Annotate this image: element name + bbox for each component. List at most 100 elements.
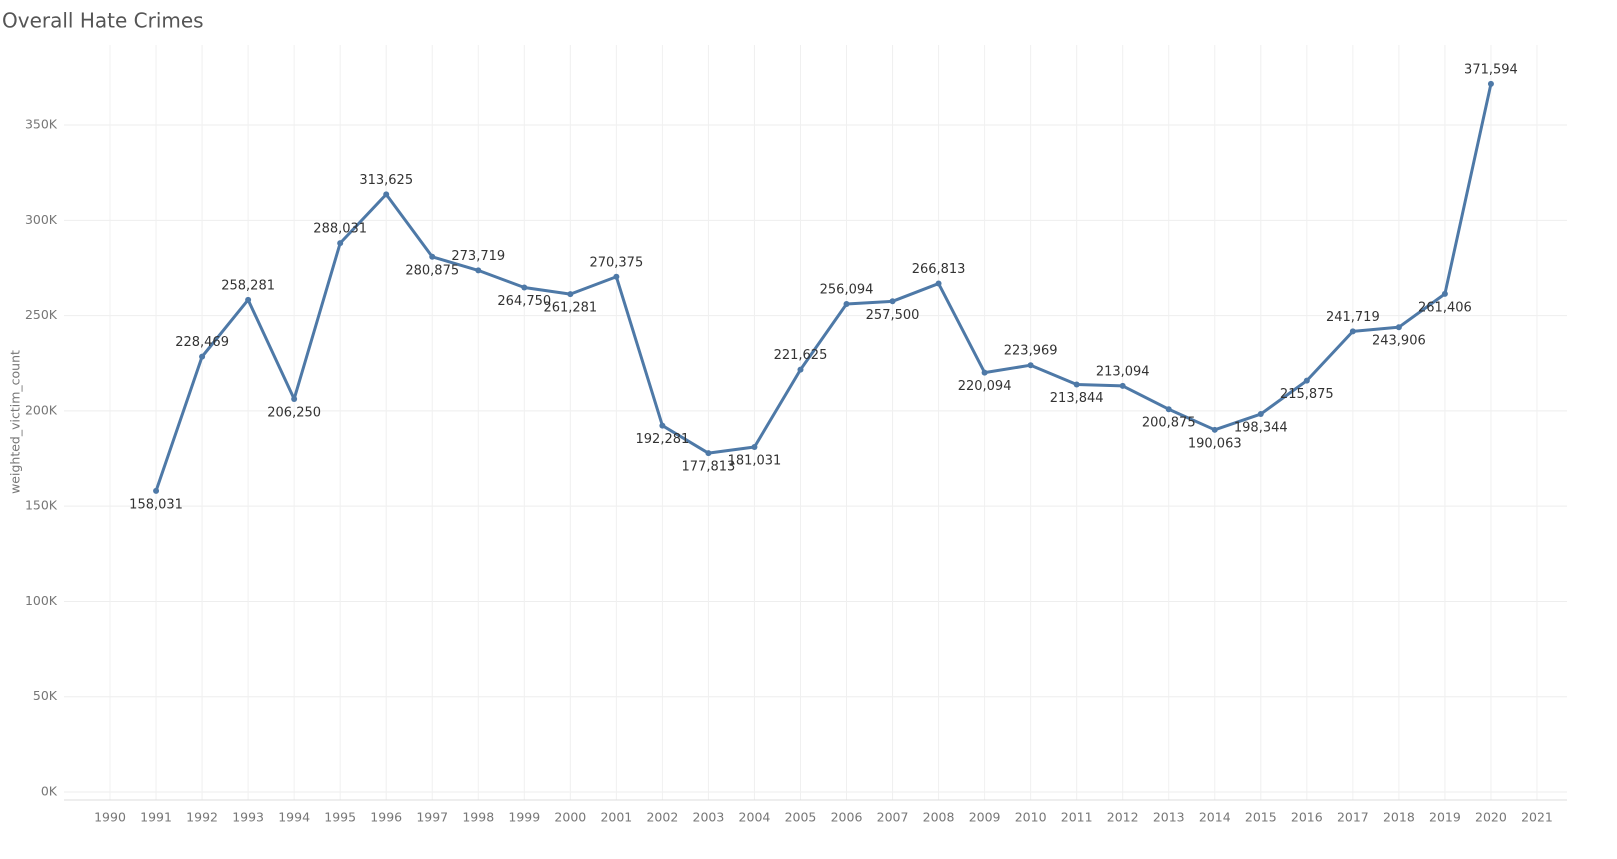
x-tick-label: 1997 [416,810,448,825]
x-tick-label: 1996 [370,810,402,825]
point [245,296,252,303]
point [337,240,344,247]
point [751,444,758,451]
y-tick-label: 250K [25,307,58,322]
x-tick-label: 1990 [94,810,126,825]
x-tick-label: 1991 [140,810,172,825]
x-tick-label: 1995 [324,810,356,825]
x-tick-label: 2020 [1475,810,1507,825]
point [981,369,988,376]
x-tick-label: 2000 [554,810,586,825]
data-label: 257,500 [866,308,920,323]
y-axis-title: weighted_victim_count [8,350,23,494]
data-label: 198,344 [1234,421,1288,436]
x-tick-label: 2001 [600,810,632,825]
point [659,422,666,429]
point [291,395,298,402]
data-label: 220,094 [958,379,1012,394]
y-tick-label: 100K [25,593,58,608]
point [383,191,390,198]
point [153,487,160,494]
point [889,298,896,305]
point [1073,381,1080,388]
point [429,253,436,260]
y-tick-label: 50K [33,688,58,703]
point [199,353,206,360]
point [935,280,942,287]
y-tick-label: 200K [25,402,58,417]
x-tick-label: 1994 [278,810,310,825]
x-tick-label: 1998 [462,810,494,825]
point [1395,324,1402,331]
point [567,291,574,298]
data-label: 228,469 [175,335,229,350]
point [475,267,482,274]
data-label: 181,031 [728,454,782,469]
point [705,450,712,457]
point [797,366,804,373]
x-tick-label: 2013 [1153,810,1185,825]
x-tick-label: 2010 [1015,810,1047,825]
x-tick-label: 2019 [1429,810,1461,825]
data-label: 266,813 [912,262,966,277]
data-label: 177,813 [682,460,736,475]
y-tick-label: 0K [41,784,58,799]
y-tick-label: 150K [25,498,58,513]
data-label: 206,250 [267,405,321,420]
data-label: 243,906 [1372,334,1426,349]
data-label: 213,094 [1096,364,1150,379]
x-tick-label: 2014 [1199,810,1231,825]
x-tick-label: 2018 [1383,810,1415,825]
x-tick-label: 2012 [1107,810,1139,825]
x-tick-label: 2003 [693,810,725,825]
x-tick-label: 2004 [739,810,771,825]
data-label: 223,969 [1004,344,1058,359]
data-label: 190,063 [1188,436,1242,451]
data-label: 261,281 [543,301,597,316]
data-label: 192,281 [636,432,690,447]
point [1441,290,1448,297]
point [1027,362,1034,369]
point [521,284,528,291]
point [1211,426,1218,433]
data-label: 371,594 [1464,62,1518,77]
data-label: 158,031 [129,497,183,512]
x-tick-label: 2016 [1291,810,1323,825]
x-tick-label: 1992 [186,810,218,825]
point [843,300,850,307]
x-tick-label: 2007 [877,810,909,825]
point [1165,406,1172,413]
x-tick-label: 2005 [785,810,817,825]
x-tick-label: 2002 [646,810,678,825]
x-tick-label: 2017 [1337,810,1369,825]
data-label: 221,625 [774,348,828,363]
x-tick-label: 2011 [1061,810,1093,825]
point [1257,411,1264,418]
y-tick-label: 300K [25,212,58,227]
point [1119,382,1126,389]
point [1349,328,1356,335]
data-label: 280,875 [405,263,459,278]
line [154,83,1493,492]
data-label: 258,281 [221,278,275,293]
x-tick-label: 1999 [508,810,540,825]
x-tick-label: 2008 [923,810,955,825]
point [1303,377,1310,384]
data-label: 261,406 [1418,300,1472,315]
data-label: 200,875 [1142,416,1196,431]
data-label: 273,719 [451,249,505,264]
data-label: 256,094 [820,282,874,297]
point [1487,80,1494,87]
data-label: 264,750 [497,294,551,309]
y-tick-label: 350K [25,117,58,132]
x-tick-label: 2009 [969,810,1001,825]
chart-title: Overall Hate Crimes [2,9,204,33]
x-tick-label: 2015 [1245,810,1277,825]
data-label: 241,719 [1326,310,1380,325]
data-label: 215,875 [1280,387,1334,402]
x-tick-label: 1993 [232,810,264,825]
x-tick-label: 2021 [1521,810,1553,825]
data-label: 270,375 [589,255,643,270]
data-label: 213,844 [1050,391,1104,406]
